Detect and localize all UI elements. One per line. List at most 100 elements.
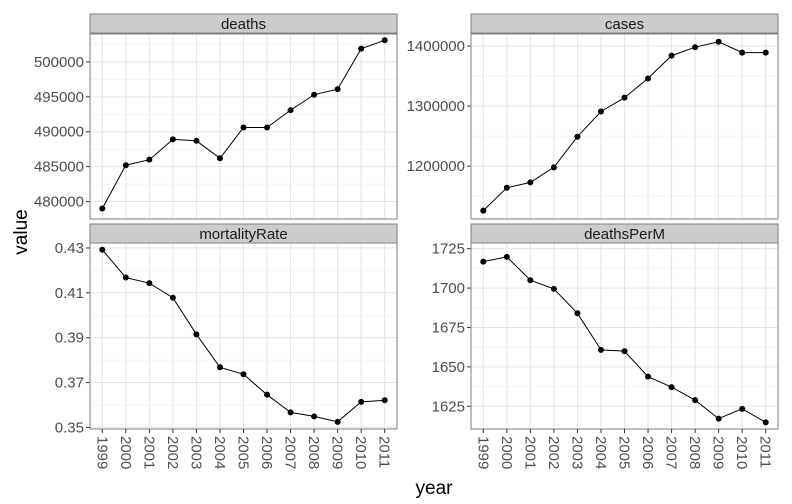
data-point — [715, 415, 722, 422]
data-point — [240, 371, 247, 378]
data-point — [169, 294, 176, 301]
data-point — [739, 49, 746, 56]
data-point — [381, 397, 388, 404]
panel-mortalityrate: mortalityRate 0.35 0.37 0.39 0.41 0.43 1999 200… — [55, 223, 398, 469]
x-tick-label: 2001 — [521, 436, 538, 469]
data-point — [311, 91, 318, 98]
data-point — [574, 133, 581, 140]
y-tick-label: 0.37 — [55, 375, 84, 392]
x-tick-label: 2002 — [164, 436, 181, 469]
data-point — [358, 398, 365, 405]
data-point — [668, 384, 675, 391]
data-point — [527, 277, 534, 284]
y-tick-label: 500000 — [34, 54, 84, 71]
x-tick-label: 2005 — [235, 436, 252, 469]
x-axis-title: year — [416, 478, 454, 499]
facet-strip-deaths — [89, 13, 398, 34]
x-tick-label: 2007 — [663, 436, 680, 469]
facet-panels: deaths 480000 485000 490000 495000 500000 case… — [34, 13, 779, 469]
data-point — [122, 274, 129, 281]
data-point — [503, 184, 510, 191]
data-point — [193, 137, 200, 144]
y-tick-label: 1625 — [432, 398, 465, 415]
x-tick-label: 2011 — [376, 436, 393, 468]
facet-label-deathsperm: deathsPerM — [584, 226, 665, 243]
data-point — [264, 391, 271, 398]
facet-label-mortalityrate: mortalityRate — [199, 226, 287, 243]
y-tick-label: 490000 — [34, 124, 84, 141]
data-point — [287, 409, 294, 416]
data-point — [550, 285, 557, 292]
data-point — [193, 331, 200, 338]
data-point — [480, 258, 487, 265]
data-point — [99, 205, 106, 212]
data-point — [621, 94, 628, 101]
x-tick-label: 2004 — [592, 436, 609, 469]
panel-border — [470, 33, 779, 220]
data-point — [334, 86, 341, 93]
data-point — [503, 253, 510, 260]
y-axis-title: value — [11, 209, 32, 254]
y-tick-label: 480000 — [34, 194, 84, 211]
y-tick-label: 1675 — [432, 319, 465, 336]
facet-label-deaths: deaths — [221, 16, 266, 33]
data-point — [692, 44, 699, 51]
data-point — [287, 107, 294, 114]
data-point — [358, 45, 365, 52]
x-tick-label: 2003 — [568, 436, 585, 469]
y-tick-label: 1700 — [432, 280, 465, 297]
data-point — [621, 348, 628, 355]
x-tick-label: 2003 — [187, 436, 204, 469]
y-tick-label: 1200000 — [407, 158, 465, 175]
x-tick-label: 2006 — [258, 436, 275, 469]
facet-strip-cases — [470, 13, 779, 34]
x-tick-label: 2004 — [211, 436, 228, 469]
x-tick-label: 2002 — [545, 436, 562, 469]
y-tick-label: 485000 — [34, 159, 84, 176]
data-point — [311, 413, 318, 420]
x-tick-label: 2009 — [710, 436, 727, 469]
panel-deaths: deaths 480000 485000 490000 495000 500000 — [34, 13, 398, 220]
y-tick-label: 1300000 — [407, 98, 465, 115]
x-tick-label: 2011 — [757, 436, 774, 468]
x-tick-label: 2005 — [616, 436, 633, 469]
data-point — [146, 280, 153, 287]
x-tick-label: 2008 — [686, 436, 703, 469]
data-point — [240, 124, 247, 131]
x-tick-label: 2008 — [305, 436, 322, 469]
x-tick-label: 2010 — [733, 436, 750, 469]
data-point — [692, 397, 699, 404]
x-tick-label: 2009 — [329, 436, 346, 469]
x-tick-label: 1999 — [93, 436, 110, 469]
data-point — [527, 179, 534, 186]
y-tick-label: 495000 — [34, 89, 84, 106]
facet-label-cases: cases — [605, 16, 644, 33]
data-point — [645, 75, 652, 82]
data-point — [334, 418, 341, 425]
y-tick-label: 1400000 — [407, 38, 465, 55]
panel-border — [89, 33, 398, 220]
data-point — [550, 164, 557, 171]
x-tick-label: 2001 — [140, 436, 157, 469]
data-point — [762, 419, 769, 426]
x-tick-label: 1999 — [474, 436, 491, 469]
y-tick-label: 1650 — [432, 359, 465, 376]
x-tick-label: 2007 — [282, 436, 299, 469]
data-point — [381, 37, 388, 44]
data-point — [216, 155, 223, 162]
data-point — [216, 364, 223, 371]
data-point — [169, 136, 176, 143]
y-tick-label: 0.41 — [55, 285, 84, 302]
data-point — [99, 246, 106, 253]
data-point — [762, 49, 769, 56]
panel-deathsperm: deathsPerM 1625 1650 1675 1700 1725 1999 2000 20… — [432, 223, 779, 469]
panel-cases: cases 1200000 1300000 1400000 — [407, 13, 779, 220]
x-tick-label: 2000 — [498, 436, 515, 469]
data-point — [597, 346, 604, 353]
data-point — [645, 373, 652, 380]
data-point — [739, 405, 746, 412]
y-tick-label: 0.43 — [55, 240, 84, 257]
y-tick-label: 0.39 — [55, 330, 84, 347]
data-point — [146, 156, 153, 163]
